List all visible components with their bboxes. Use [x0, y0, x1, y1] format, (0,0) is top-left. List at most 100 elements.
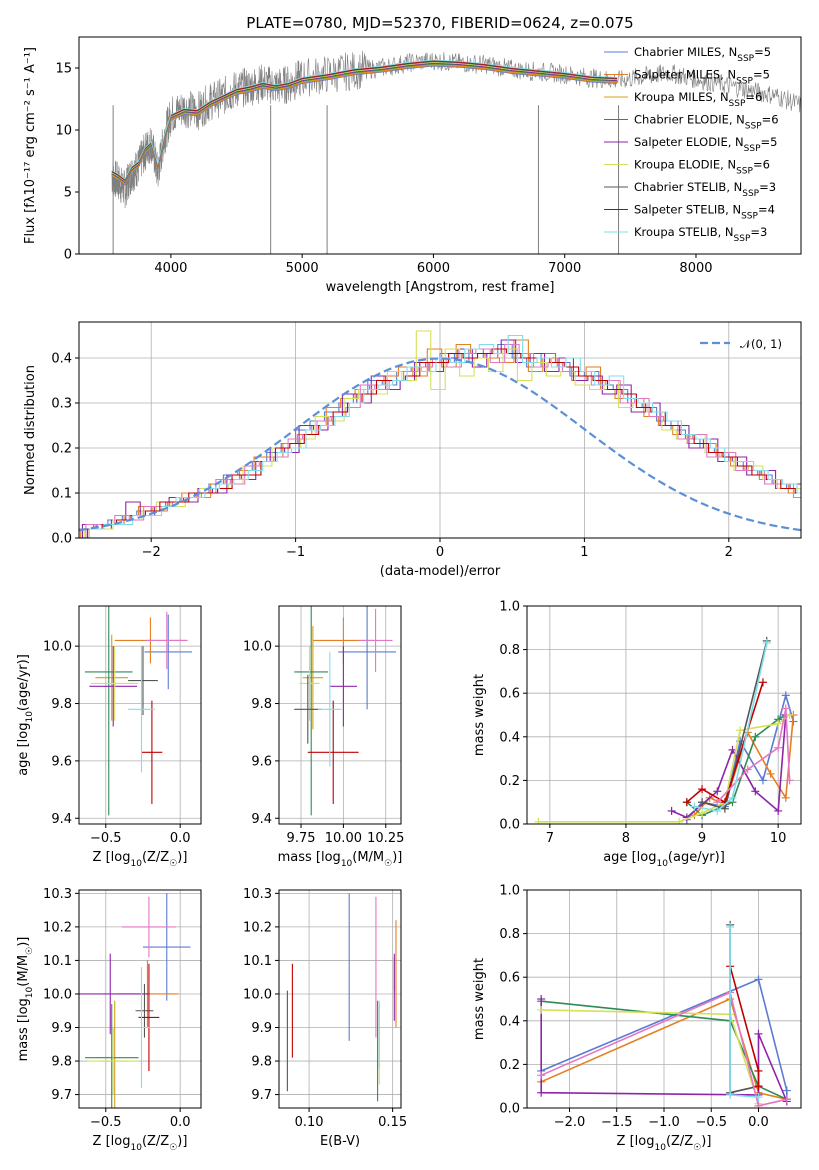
age_vs_Z-frame	[78, 605, 202, 825]
x-tick-label: 7	[546, 831, 554, 846]
residuals-xlabel: (data-model)/error	[380, 564, 501, 579]
mass-weight-marker	[698, 785, 707, 794]
y-tick-label: 0.0	[499, 1102, 520, 1117]
legend-entry: Kroupa MILES, NSSP=6	[634, 90, 762, 109]
age_vs_Z-xlabel: Z [log10(Z/Z☉)]	[93, 850, 188, 869]
mass_vs_ebv-frame	[278, 889, 402, 1109]
x-tick-label: −2.0	[554, 1115, 586, 1130]
y-tick-label: 10.0	[43, 640, 72, 655]
x-tick-label: 2	[725, 545, 733, 560]
mass-weight-marker	[537, 995, 546, 1003]
legend-entry: 𝒩(0, 1)	[740, 337, 782, 351]
errorbar-point	[307, 700, 359, 804]
mass-weight-line	[540, 991, 787, 1107]
mass_vs_Z-marks	[79, 893, 191, 1108]
x-tick-label: 8000	[679, 261, 712, 276]
spectrum-ylabel: Flux [fλ10⁻¹⁷ erg cm⁻² s⁻¹ A⁻¹]	[23, 47, 38, 244]
residuals-marks	[79, 330, 801, 538]
legend-entry: Salpeter MILES, NSSP=5	[634, 68, 770, 87]
model-spectrum-line	[111, 60, 618, 181]
y-tick-label: 10	[55, 124, 72, 139]
y-tick-label: 10.3	[243, 887, 272, 902]
spectrum-marks	[111, 50, 801, 254]
mass-weight-marker	[537, 1005, 546, 1014]
model-spectrum-line	[111, 65, 618, 186]
mass-weight-marker	[751, 732, 760, 741]
y-tick-label: 9.9	[251, 1021, 272, 1036]
age_vs_Z-marks	[84, 606, 193, 816]
mass_vs_ebv-xlabel: E(B-V)	[320, 1134, 360, 1149]
errorbar-point	[294, 674, 322, 744]
errorbar-point	[84, 606, 133, 816]
mass-weight-marker	[726, 923, 735, 932]
age_vs_mass-xlabel: mass [log10(M/M☉)]	[278, 850, 403, 869]
y-tick-label: 0.6	[499, 687, 520, 702]
x-tick-label: 0.0	[748, 1115, 769, 1130]
mass-weight-marker	[698, 809, 707, 818]
y-tick-label: 0.3	[51, 397, 72, 412]
errorbar-point	[302, 626, 324, 730]
mass-weight-marker	[774, 806, 783, 815]
age_vs_Z-axes: −0.5 0.0 9.4 9.6 9.8 10.0 Z [log10(Z/Z☉)] age […	[16, 606, 201, 869]
y-tick-label: 15	[55, 62, 72, 77]
y-tick-label: 0.0	[499, 818, 520, 833]
weight_vs_age-ylabel: mass weight	[472, 674, 487, 756]
y-tick-label: 9.8	[51, 697, 72, 712]
residuals-frame	[78, 321, 802, 539]
mass-weight-marker	[754, 1093, 763, 1102]
mass-weight-line	[540, 997, 787, 1101]
legend-entry: Chabrier ELODIE, NSSP=6	[634, 113, 779, 132]
mass-weight-marker	[690, 802, 699, 811]
mass-weight-line	[540, 978, 788, 1100]
y-tick-label: 0.2	[51, 442, 72, 457]
legend-entry: Kroupa ELODIE, NSSP=6	[634, 158, 770, 177]
age_vs_Z-ylabel: age [log10(age/yr)]	[16, 654, 35, 776]
x-tick-label: 0.15	[378, 1115, 407, 1130]
x-tick-label: −1.5	[601, 1115, 633, 1130]
mass-weight-marker	[754, 1066, 763, 1075]
errorbar-point	[122, 896, 176, 958]
y-tick-label: 10.2	[43, 920, 72, 935]
mass_vs_Z-axes: −0.5 0.0 9.7 9.8 9.9 10.0 10.1 10.2 10.3 Z [log10…	[16, 887, 201, 1153]
x-tick-label: 0.10	[295, 1115, 324, 1130]
x-tick-label: −0.5	[90, 1115, 122, 1130]
mass-weight-marker	[537, 1088, 546, 1097]
y-tick-label: 0.6	[499, 971, 520, 986]
mass-weight-marker	[781, 691, 790, 700]
mass_vs_ebv-marks	[286, 893, 397, 1102]
mass-weight-marker	[774, 719, 783, 728]
errorbar-point	[142, 893, 191, 1001]
errorbar-point	[128, 646, 158, 715]
errorbar-point	[79, 953, 149, 1035]
mass-weight-marker	[751, 787, 760, 796]
mass_vs_Z-frame	[78, 889, 202, 1109]
errorbar-point	[338, 606, 396, 710]
weight_vs_age-xlabel: age [log10(age/yr)]	[603, 850, 725, 869]
y-tick-label: 5	[64, 186, 72, 201]
y-tick-label: 0.4	[51, 352, 72, 367]
mass-weight-marker	[728, 793, 737, 802]
x-tick-label: 1	[580, 545, 588, 560]
x-tick-label: 8	[622, 831, 630, 846]
y-tick-label: 9.4	[51, 812, 72, 827]
y-tick-label: 0	[64, 248, 72, 263]
errorbar-point	[145, 611, 188, 670]
mass-weight-marker	[534, 817, 543, 824]
y-tick-label: 10.1	[243, 954, 272, 969]
model-spectrum-line	[111, 59, 618, 180]
model-spectrum-line	[111, 61, 618, 182]
mass-weight-marker	[782, 1095, 791, 1104]
x-tick-label: 7000	[548, 261, 581, 276]
age_vs_mass-marks	[294, 606, 396, 816]
mass-weight-marker	[754, 1029, 763, 1038]
weight_vs_age-marks	[534, 636, 798, 824]
age_vs_mass-frame	[278, 605, 402, 825]
y-tick-label: 9.4	[251, 812, 272, 827]
errorbar-point	[132, 967, 151, 1088]
y-tick-label: 9.7	[51, 1088, 72, 1103]
x-tick-label: 5000	[286, 261, 319, 276]
x-tick-label: 6000	[417, 261, 450, 276]
mass-weight-line	[694, 642, 768, 812]
y-tick-label: 10.1	[43, 954, 72, 969]
